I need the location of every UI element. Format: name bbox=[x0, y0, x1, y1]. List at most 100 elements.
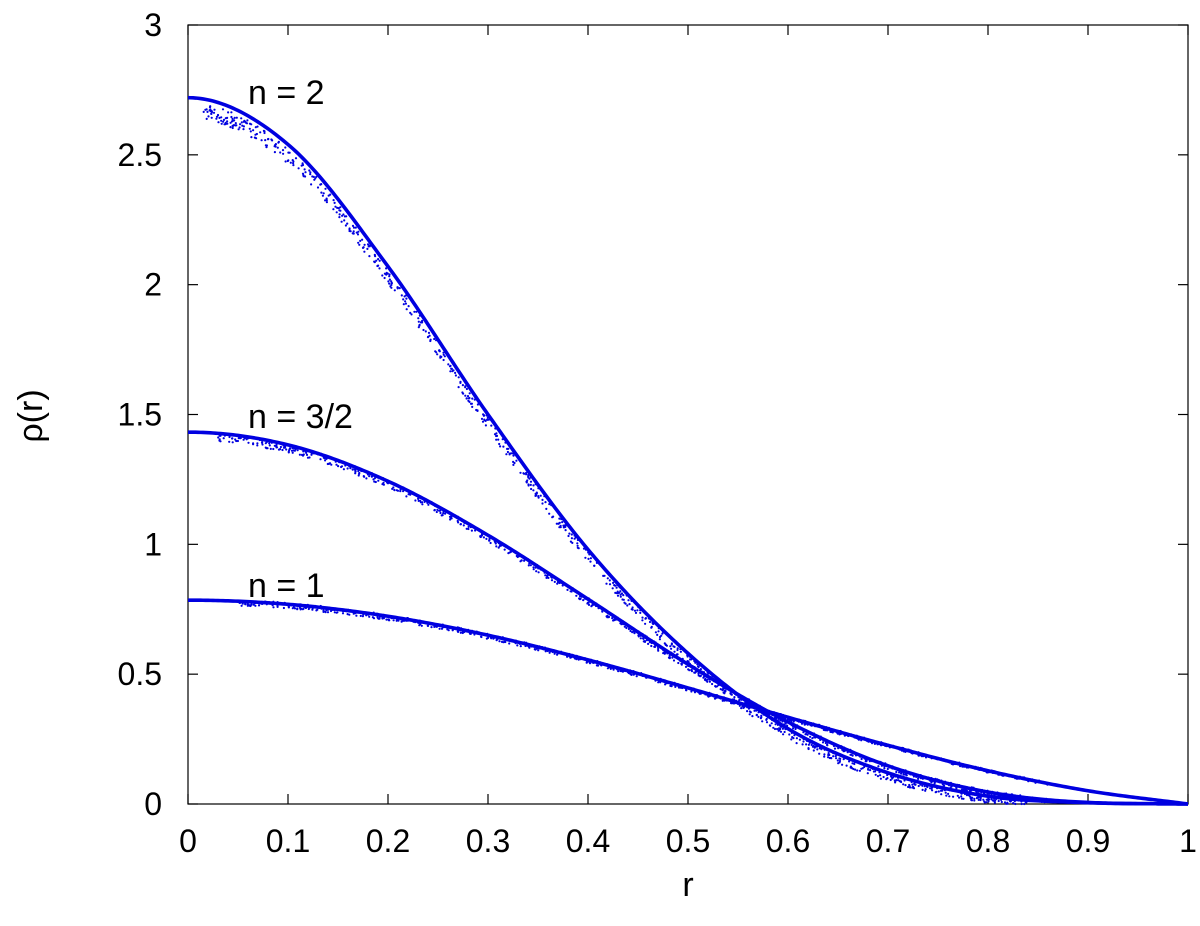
sim-point bbox=[562, 526, 566, 529]
sim-point bbox=[794, 727, 797, 731]
sim-point bbox=[690, 670, 694, 673]
sim-point bbox=[387, 618, 390, 621]
sim-point bbox=[352, 226, 356, 229]
sim-point bbox=[290, 449, 294, 452]
sim-point bbox=[900, 780, 903, 784]
sim-point bbox=[657, 630, 660, 633]
sim-point bbox=[1003, 801, 1007, 804]
sim-point bbox=[359, 239, 362, 242]
sim-point bbox=[485, 537, 488, 541]
sim-point bbox=[629, 629, 632, 633]
sim-point bbox=[316, 608, 319, 611]
sim-point bbox=[684, 665, 688, 669]
sim-point bbox=[893, 779, 896, 782]
sim-point bbox=[748, 713, 751, 716]
sim-point bbox=[320, 191, 323, 194]
sim-point bbox=[466, 395, 470, 398]
sim-point bbox=[343, 219, 346, 222]
sim-point bbox=[459, 523, 462, 526]
sim-point bbox=[242, 120, 245, 123]
sim-point bbox=[438, 349, 441, 352]
sim-point bbox=[765, 721, 769, 724]
sim-point bbox=[421, 503, 424, 506]
sim-point bbox=[234, 124, 237, 127]
sim-point bbox=[519, 645, 522, 648]
sim-point bbox=[450, 367, 453, 370]
sim-point bbox=[529, 564, 532, 567]
sim-point bbox=[619, 590, 622, 593]
sim-point bbox=[528, 646, 531, 649]
sim-point bbox=[242, 438, 245, 441]
sim-point bbox=[510, 452, 513, 455]
sim-point bbox=[396, 489, 400, 492]
sim-point bbox=[865, 760, 868, 763]
sim-point bbox=[417, 317, 420, 320]
sim-point bbox=[240, 117, 243, 120]
sim-point bbox=[482, 536, 485, 539]
sim-point bbox=[465, 527, 468, 530]
sim-point bbox=[356, 233, 360, 236]
sim-point bbox=[388, 278, 391, 281]
sim-point bbox=[403, 295, 406, 298]
sim-point bbox=[202, 110, 205, 113]
sim-point bbox=[334, 205, 337, 208]
x-tick-label: 0.1 bbox=[266, 823, 310, 859]
sim-point bbox=[229, 126, 232, 129]
sim-point bbox=[471, 405, 474, 408]
sim-point bbox=[493, 433, 497, 436]
sim-point bbox=[530, 487, 533, 491]
sim-point bbox=[329, 609, 333, 613]
sim-point bbox=[361, 615, 364, 618]
sim-point bbox=[346, 222, 349, 225]
sim-point bbox=[439, 511, 442, 515]
sim-point bbox=[507, 552, 510, 555]
sim-point bbox=[506, 447, 509, 450]
sim-point bbox=[948, 795, 951, 798]
sim-point bbox=[417, 320, 420, 323]
sim-point bbox=[215, 117, 218, 120]
sim-point bbox=[647, 642, 650, 646]
sim-point bbox=[321, 194, 324, 197]
sim-point bbox=[288, 151, 291, 154]
sim-point bbox=[858, 769, 862, 772]
sim-point bbox=[711, 682, 714, 686]
sim-point bbox=[404, 300, 407, 303]
sim-point bbox=[352, 232, 355, 235]
sim-point bbox=[404, 302, 407, 305]
sim-point bbox=[614, 591, 617, 595]
sim-point bbox=[529, 480, 533, 483]
sim-point bbox=[231, 441, 234, 444]
sim-point bbox=[399, 490, 402, 493]
sim-point bbox=[480, 417, 484, 420]
sim-point bbox=[611, 617, 614, 620]
sim-point bbox=[319, 183, 322, 186]
x-tick-label: 0.8 bbox=[966, 823, 1010, 859]
sim-point bbox=[639, 637, 642, 640]
sim-point bbox=[924, 789, 927, 792]
sim-point bbox=[324, 459, 327, 462]
sim-point bbox=[886, 777, 889, 780]
sim-point bbox=[368, 255, 371, 258]
sim-point bbox=[497, 546, 500, 549]
sim-point bbox=[525, 471, 528, 475]
sim-point bbox=[324, 611, 327, 614]
sim-point bbox=[663, 642, 666, 645]
sim-point bbox=[593, 564, 596, 567]
sim-point bbox=[272, 606, 275, 609]
sim-point bbox=[457, 376, 460, 379]
sim-point bbox=[435, 510, 438, 514]
sim-point bbox=[390, 282, 393, 285]
sim-point bbox=[471, 397, 474, 400]
sim-point bbox=[234, 122, 237, 125]
sim-point bbox=[931, 789, 934, 792]
sim-point bbox=[606, 667, 610, 670]
sim-point bbox=[498, 442, 501, 446]
sim-point bbox=[451, 370, 454, 373]
sim-point bbox=[289, 161, 292, 164]
sim-point bbox=[220, 122, 223, 125]
sim-point bbox=[483, 418, 486, 421]
sim-point bbox=[623, 625, 626, 628]
sim-point bbox=[454, 374, 457, 377]
sim-point bbox=[550, 579, 554, 582]
sim-point bbox=[650, 625, 653, 629]
